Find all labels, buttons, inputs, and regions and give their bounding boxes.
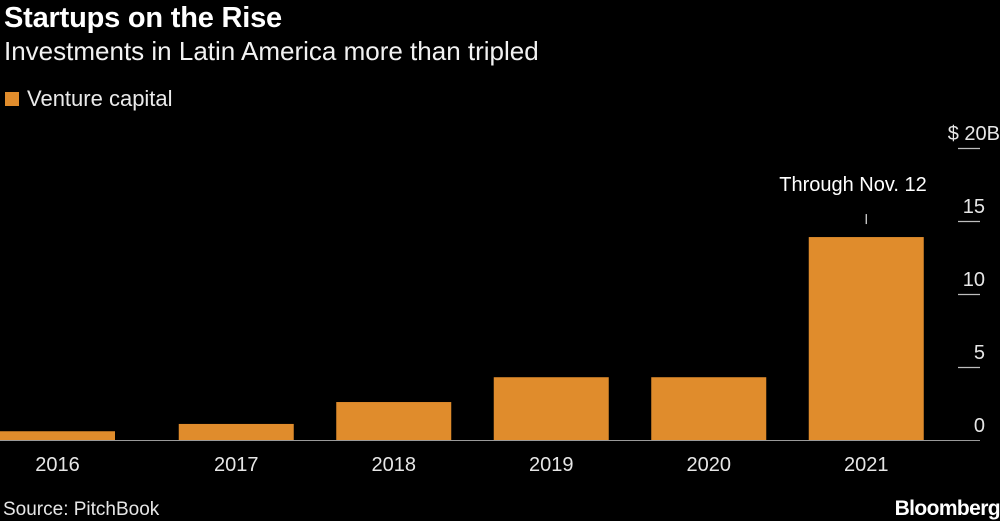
bloomberg-logo: Bloomberg: [894, 497, 1000, 520]
annotation-text: Through Nov. 12: [779, 174, 927, 196]
y-tick-label-5: 5: [974, 342, 985, 364]
bar-2017: [178, 423, 294, 440]
legend: Venture capital: [5, 86, 173, 112]
y-tick-label-0: 0: [974, 415, 985, 437]
bar-2020: [651, 377, 767, 440]
legend-swatch: [5, 92, 19, 106]
y-tick-label-15: 15: [963, 196, 985, 218]
bar-2021: [808, 237, 924, 440]
y-tick-label-20: $ 20B: [948, 123, 1000, 145]
x-tick-label-2021: 2021: [844, 454, 889, 476]
x-tick-label-2017: 2017: [214, 454, 259, 476]
x-tick-label-2016: 2016: [35, 454, 80, 476]
y-tick-label-10: 10: [963, 269, 985, 291]
bar-2016: [0, 431, 115, 440]
legend-label: Venture capital: [27, 86, 173, 111]
x-tick-label-2020: 2020: [687, 454, 732, 476]
bar-2019: [493, 377, 609, 440]
chart-subtitle: Investments in Latin America more than t…: [4, 36, 539, 66]
x-tick-label-2019: 2019: [529, 454, 574, 476]
bar-2018: [336, 402, 452, 440]
chart-title: Startups on the Rise: [4, 2, 282, 34]
x-tick-label-2018: 2018: [372, 454, 417, 476]
source-note: Source: PitchBook: [3, 499, 160, 520]
